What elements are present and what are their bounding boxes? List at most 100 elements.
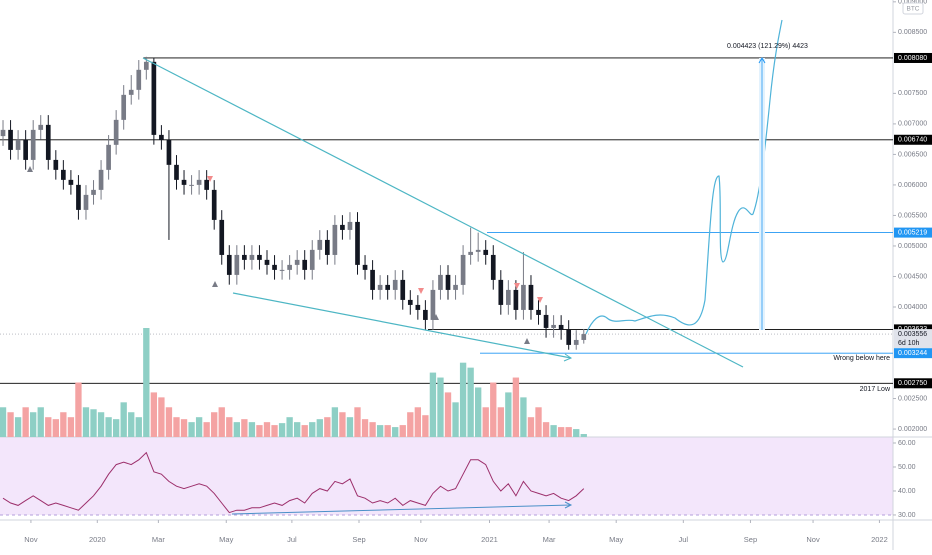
volume-bar <box>527 417 535 437</box>
last-price-box <box>894 329 932 349</box>
volume-bar <box>60 412 67 437</box>
x-tick-label: Sep <box>744 535 757 544</box>
annotation: 0.004423 (121.29%) 4423 <box>727 43 808 50</box>
volume-bar <box>22 407 29 437</box>
y-tick-label: 0.006500 <box>898 151 927 158</box>
candle-body <box>302 259 308 270</box>
candle-body <box>287 264 292 270</box>
candle-body <box>415 304 421 310</box>
volume-bar <box>248 422 256 437</box>
candle-body <box>264 259 270 265</box>
volume-bar <box>7 412 14 437</box>
candle-body <box>483 249 489 255</box>
volume-bar <box>203 422 210 437</box>
candle-body <box>136 69 142 90</box>
volume-bar <box>14 417 22 437</box>
volume-bar <box>414 407 422 437</box>
candle-body <box>294 259 300 265</box>
y-tick-label: 0.008500 <box>898 29 927 36</box>
volume-bar <box>361 419 369 437</box>
level-label-box <box>894 134 932 145</box>
marks <box>0 1 896 523</box>
candle-body <box>106 144 111 170</box>
volume-bar <box>354 407 361 437</box>
candle-body <box>347 221 353 230</box>
candle-body <box>143 61 149 70</box>
candle-body <box>249 254 255 260</box>
volume-bar <box>256 425 263 437</box>
candle-body <box>536 309 541 315</box>
y-tick-label: 0.004000 <box>898 304 927 311</box>
candle-body <box>445 274 451 290</box>
volume-bar <box>52 419 59 437</box>
arrow-head <box>564 501 573 509</box>
volume-bar <box>407 412 414 437</box>
volume-bar <box>226 417 233 437</box>
arrow-head <box>758 57 766 64</box>
rsi-tick-label: 40.00 <box>898 488 916 495</box>
volume-bar <box>512 377 520 437</box>
candle-body <box>528 284 534 310</box>
volume-bar <box>316 419 323 437</box>
volume-bar <box>233 422 240 437</box>
volume-bar <box>128 412 135 437</box>
volume-bar <box>173 417 180 437</box>
volume-bar <box>309 422 316 437</box>
volume-bar <box>520 397 527 437</box>
volume-bar <box>143 328 150 437</box>
volume-bar <box>497 407 504 437</box>
candle-body <box>23 139 28 160</box>
candle-body <box>189 184 194 186</box>
volume-bar <box>271 425 278 437</box>
level-label: 0.003244 <box>898 350 927 357</box>
candle-body <box>558 324 564 330</box>
volume-bar <box>135 417 142 437</box>
candle-body <box>513 289 519 310</box>
volume-bar <box>263 422 271 437</box>
volume-bar <box>505 392 512 437</box>
x-tick-label: May <box>609 535 623 544</box>
candle-body <box>460 254 466 285</box>
candle-body <box>385 284 391 290</box>
candle-body <box>279 269 285 271</box>
y-tick-label: 0.007000 <box>898 121 927 128</box>
volume-bar <box>346 417 354 437</box>
volume-bar <box>542 422 550 437</box>
candle-body <box>68 179 74 185</box>
candle-body <box>573 339 579 345</box>
level-label-box <box>894 348 932 359</box>
symbol-badge <box>902 2 924 15</box>
candle-body <box>475 249 481 252</box>
candle-body <box>400 279 406 300</box>
candle-body <box>242 254 247 260</box>
candle-body <box>219 219 225 255</box>
candle-body <box>151 61 157 135</box>
x-tick-label: Jul <box>679 535 689 544</box>
rsi-tick-label: 30.00 <box>898 512 916 519</box>
volume-bar <box>482 407 489 437</box>
candle-body <box>53 159 59 170</box>
candle-body <box>128 89 134 95</box>
volume-bar <box>384 425 391 437</box>
volume-bar <box>550 425 557 437</box>
candle-body <box>61 169 66 180</box>
level-label-box <box>894 227 932 238</box>
volume-bar <box>97 412 105 437</box>
candle-body <box>490 254 496 280</box>
level-label: 0.002750 <box>898 380 927 387</box>
volume-bar <box>437 377 444 437</box>
y-tick-label: 0.006000 <box>898 182 927 189</box>
volume-bar <box>218 407 225 437</box>
volume-bar <box>429 372 437 437</box>
candle-body <box>506 289 511 305</box>
volume-bar <box>369 422 376 437</box>
y-tick-label: 0.002000 <box>898 426 927 433</box>
volume-bar <box>573 429 580 437</box>
candle-body <box>521 284 526 310</box>
x-tick-label: 2022 <box>871 535 888 544</box>
volume-bar <box>324 417 331 437</box>
symbol-label: BTC <box>907 6 920 13</box>
trend-line <box>232 292 572 359</box>
candle-body <box>407 299 413 305</box>
x-tick-label: Nov <box>414 535 428 544</box>
